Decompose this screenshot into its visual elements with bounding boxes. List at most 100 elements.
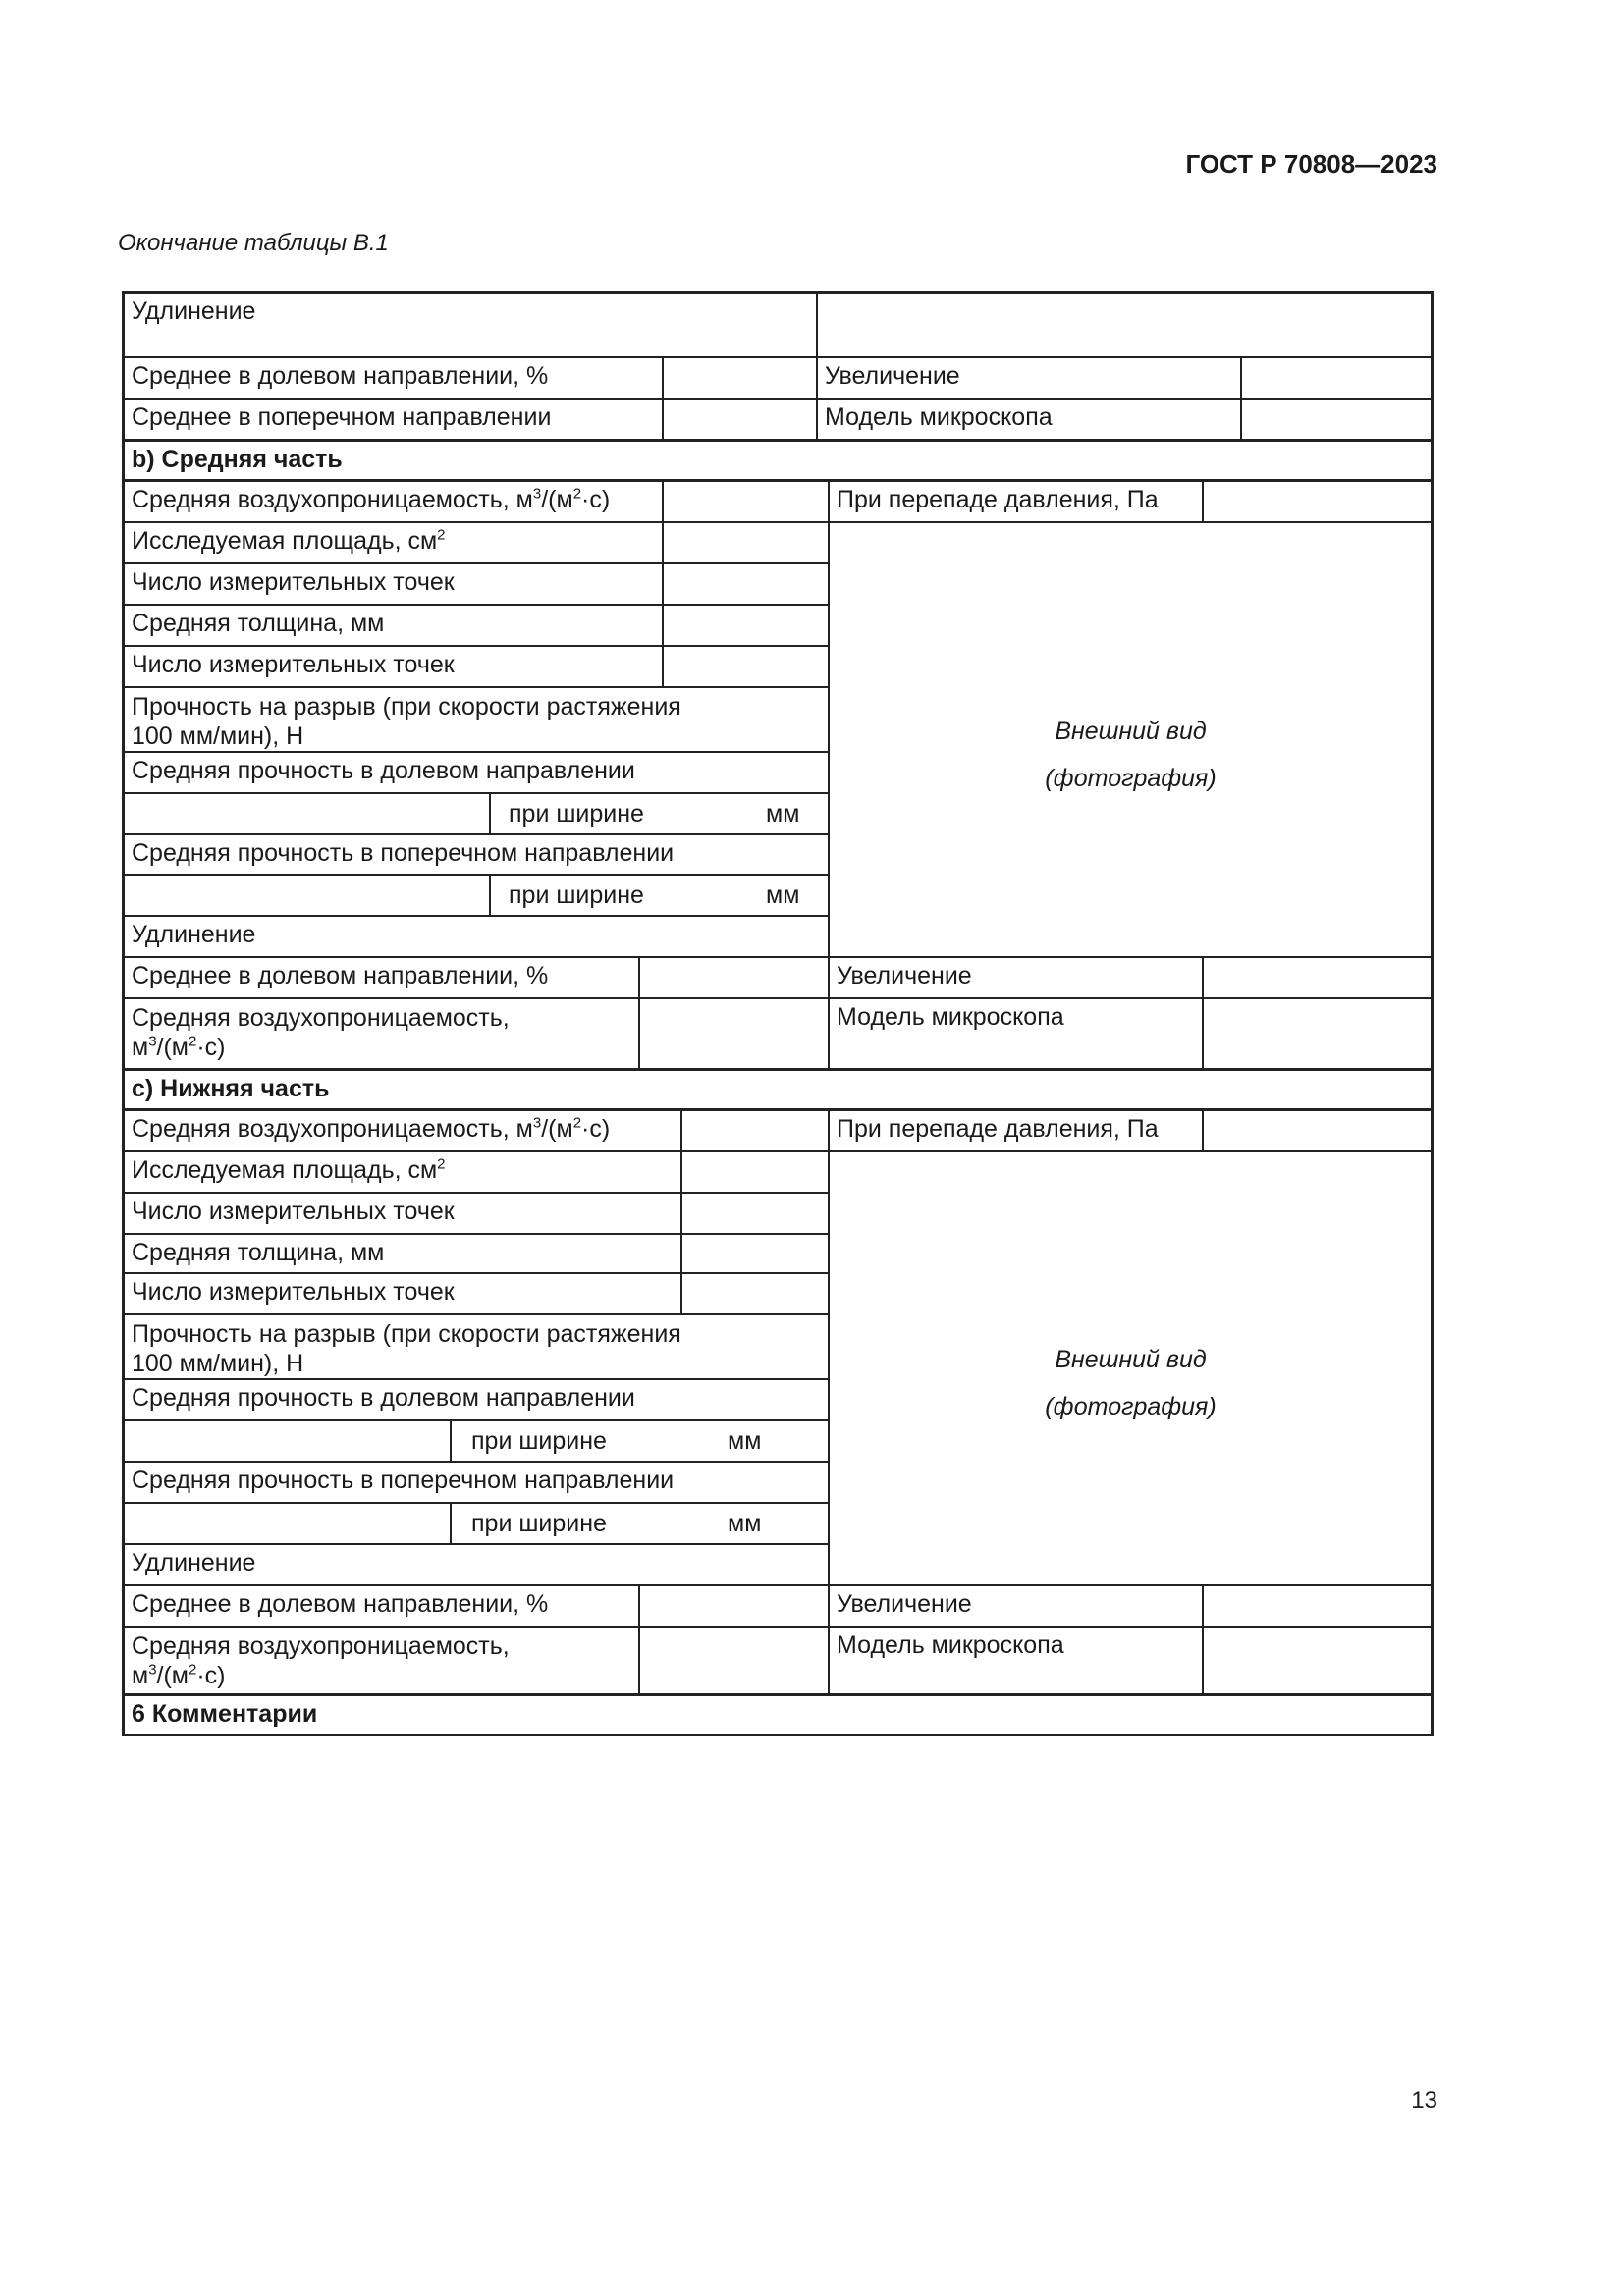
label-text: Увеличение xyxy=(837,1590,972,1618)
unit-label: мм xyxy=(766,881,800,909)
label-text: Прочность на разрыв (при скорости растяж… xyxy=(132,693,681,721)
avg-cross-value[interactable] xyxy=(662,398,818,441)
width-cell[interactable]: при ширине мм xyxy=(489,874,830,917)
thickness-value[interactable] xyxy=(680,1233,830,1274)
avg-cross-label: Среднее в поперечном направлении xyxy=(123,398,664,441)
unit: /(м xyxy=(156,1034,189,1061)
label-text: Удлинение xyxy=(132,921,256,948)
air-perm-value[interactable] xyxy=(680,1109,830,1152)
label-text: Исследуемая площадь, см xyxy=(132,1156,438,1184)
pressure-value[interactable] xyxy=(1202,1109,1434,1152)
magnification-value[interactable] xyxy=(1240,356,1434,400)
sup: 2 xyxy=(572,485,582,503)
unit: ·с) xyxy=(196,1662,226,1689)
points-label: Число измерительных точек xyxy=(123,1192,682,1235)
page-number: 13 xyxy=(1411,2087,1437,2113)
label-text: При перепаде давления, Па xyxy=(837,1115,1159,1143)
width-cell[interactable]: при ширине мм xyxy=(450,1419,830,1463)
area-value[interactable] xyxy=(680,1150,830,1194)
unit: /(м xyxy=(156,1662,189,1689)
points-value[interactable] xyxy=(662,645,830,688)
pressure-value[interactable] xyxy=(1202,480,1434,523)
pressure-label: При перепаде давления, Па xyxy=(828,1109,1204,1152)
strength-label: Прочность на разрыв (при скорости растяж… xyxy=(123,686,830,753)
label-text: Число измерительных точек xyxy=(132,651,455,678)
microscope-value[interactable] xyxy=(1202,997,1434,1070)
avg-machine-value[interactable] xyxy=(662,356,818,400)
avg-machine-value[interactable] xyxy=(638,956,830,999)
label-text: Модель микроскопа xyxy=(837,1631,1064,1659)
microscope-value[interactable] xyxy=(1240,398,1434,441)
width-label: при ширине xyxy=(471,1510,607,1537)
label-text: Средняя толщина, мм xyxy=(132,610,385,637)
empty-cell[interactable] xyxy=(816,292,1434,358)
label-text: Прочность на разрыв (при скорости растяж… xyxy=(132,1320,681,1348)
width-cell[interactable]: при ширине мм xyxy=(450,1502,830,1545)
label-text: Модель микроскопа xyxy=(825,403,1053,431)
sup: 3 xyxy=(532,1114,542,1132)
label-text: Средняя прочность в поперечном направлен… xyxy=(132,839,675,867)
label-text: Средняя воздухопроницаемость, м xyxy=(132,1115,533,1143)
unit: ·с) xyxy=(581,486,611,513)
area-value[interactable] xyxy=(662,521,830,564)
strength-cross-value[interactable] xyxy=(123,1502,452,1545)
section-c-header: c) Нижняя часть xyxy=(123,1068,1434,1111)
sup: 2 xyxy=(572,1114,582,1132)
strength-cross-label: Средняя прочность в поперечном направлен… xyxy=(123,1461,830,1504)
width-label: при ширине xyxy=(471,1427,607,1455)
width-cell[interactable]: при ширине мм xyxy=(489,792,830,835)
strength-machine-value[interactable] xyxy=(123,1419,452,1463)
photo-label: (фотография) xyxy=(1045,764,1217,792)
sup: 3 xyxy=(532,485,542,503)
points-value[interactable] xyxy=(680,1272,830,1315)
comments-row[interactable]: 6 Комментарии xyxy=(123,1693,1434,1736)
label-text: Число измерительных точек xyxy=(132,568,455,596)
air-perm-value[interactable] xyxy=(662,480,830,523)
sup: 3 xyxy=(148,1033,157,1050)
magnification-value[interactable] xyxy=(1202,956,1434,999)
air-perm-value[interactable] xyxy=(638,1626,830,1695)
section-title: c) Нижняя часть xyxy=(132,1075,330,1102)
area-label: Исследуемая площадь, см2 xyxy=(123,521,664,564)
thickness-value[interactable] xyxy=(662,604,830,647)
area-label: Исследуемая площадь, см2 xyxy=(123,1150,682,1194)
label-text: Увеличение xyxy=(837,962,972,989)
unit: ·с) xyxy=(581,1115,611,1143)
photo-cell[interactable]: Внешний вид (фотография) xyxy=(828,1150,1434,1586)
strength-cross-value[interactable] xyxy=(123,874,491,917)
magnification-label: Увеличение xyxy=(816,356,1242,400)
photo-cell[interactable]: Внешний вид (фотография) xyxy=(828,521,1434,958)
photo-label: Внешний вид xyxy=(1055,1346,1207,1373)
avg-machine-label: Среднее в долевом направлении, % xyxy=(123,356,664,400)
points-value[interactable] xyxy=(662,562,830,606)
label-text: Средняя прочность в поперечном направлен… xyxy=(132,1467,675,1494)
label-text: Средняя воздухопроницаемость, xyxy=(132,1004,510,1032)
label-text: Модель микроскопа xyxy=(837,1003,1064,1031)
sup: 2 xyxy=(189,1661,197,1679)
magnification-value[interactable] xyxy=(1202,1584,1434,1628)
label-text: Увеличение xyxy=(825,362,960,390)
points-label: Число измерительных точек xyxy=(123,562,664,606)
air-perm-value[interactable] xyxy=(638,997,830,1070)
label-text: Исследуемая площадь, см xyxy=(132,527,438,555)
label-text: Средняя прочность в долевом направлении xyxy=(132,757,635,784)
photo-label: Внешний вид xyxy=(1055,717,1207,745)
strength-cross-label: Средняя прочность в поперечном направлен… xyxy=(123,833,830,876)
elongation-label: Удлинение xyxy=(123,915,830,958)
sup: 3 xyxy=(148,1661,157,1679)
points-value[interactable] xyxy=(680,1192,830,1235)
avg-machine-label: Среднее в долевом направлении, % xyxy=(123,956,640,999)
strength-machine-label: Средняя прочность в долевом направлении xyxy=(123,751,830,794)
points-label: Число измерительных точек xyxy=(123,645,664,688)
microscope-value[interactable] xyxy=(1202,1626,1434,1695)
avg-machine-value[interactable] xyxy=(638,1584,830,1628)
thickness-label: Средняя толщина, мм xyxy=(123,604,664,647)
air-perm-label: Средняя воздухопроницаемость, м3/(м2·с) xyxy=(123,1626,640,1695)
strength-machine-value[interactable] xyxy=(123,792,491,835)
label-text: Число измерительных точек xyxy=(132,1198,455,1225)
label-text: Среднее в поперечном направлении xyxy=(132,403,552,431)
unit-label: мм xyxy=(728,1510,762,1537)
thickness-label: Средняя толщина, мм xyxy=(123,1233,682,1274)
section-b-header: b) Средняя часть xyxy=(123,439,1434,482)
unit: ·с) xyxy=(196,1034,226,1061)
